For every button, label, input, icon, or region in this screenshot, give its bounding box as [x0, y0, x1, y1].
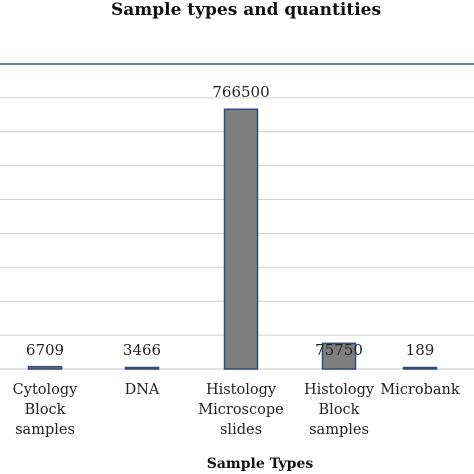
data-label: 189 — [406, 341, 435, 359]
bar — [321, 342, 357, 370]
category-label: Cytology Block samples — [13, 382, 78, 438]
chart-title: Sample types and quantities — [111, 0, 381, 20]
category-label-line: samples — [15, 422, 75, 438]
category-label-line: Microscope — [198, 402, 283, 418]
category-label: Histology Block samples — [304, 382, 375, 438]
category-label-line: Cytology — [13, 382, 78, 398]
category-label-line: Block — [319, 402, 360, 418]
category-label-line: slides — [220, 422, 262, 438]
data-label: 766500 — [212, 83, 269, 101]
data-label: 3466 — [123, 341, 161, 359]
category-label-line: Microbank — [380, 382, 460, 398]
category-label-line: Block — [25, 402, 66, 418]
category-label: Microbank — [380, 382, 460, 398]
category-label: Histology Microscope slides — [198, 382, 283, 438]
x-axis-title: Sample Types — [207, 456, 314, 472]
category-label-line: Histology — [304, 382, 375, 398]
bars — [27, 108, 438, 370]
category-label: DNA — [125, 382, 160, 398]
category-labels: Cytology Block samples DNA Histology Microsco… — [13, 382, 460, 438]
data-labels: 6709 3466 766500 75750 189 — [26, 83, 434, 359]
bar — [402, 366, 438, 370]
bar — [124, 366, 160, 370]
category-label-line: Histology — [206, 382, 277, 398]
data-label: 6709 — [26, 341, 64, 359]
bar — [27, 365, 63, 370]
data-label: 75750 — [315, 341, 363, 359]
category-label-line: DNA — [125, 382, 160, 398]
bar — [223, 108, 259, 370]
category-label-line: samples — [309, 422, 369, 438]
